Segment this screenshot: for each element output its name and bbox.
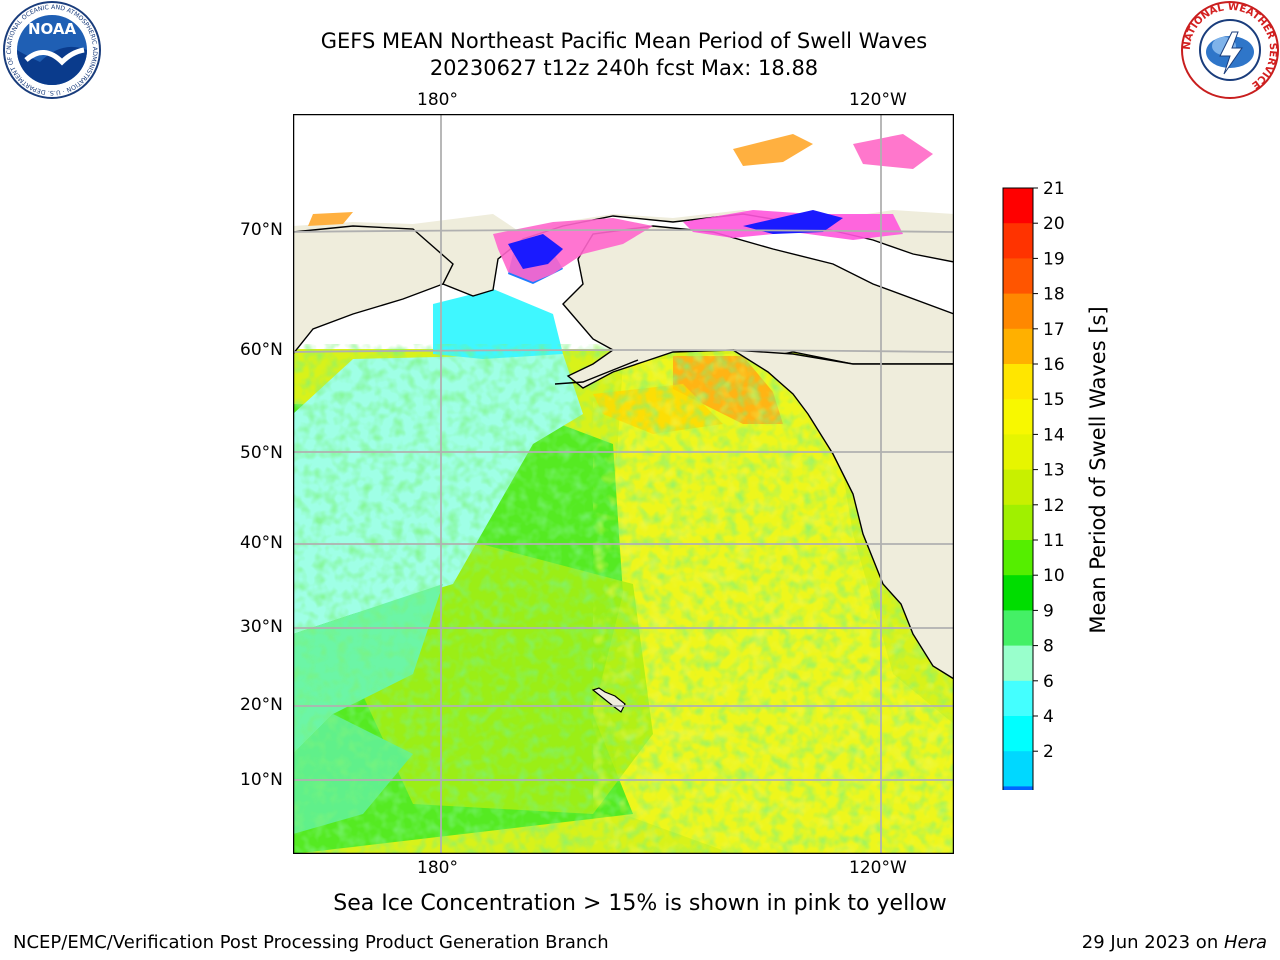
footer-credit: NCEP/EMC/Verification Post Processing Pr… <box>13 932 609 953</box>
colorbar-tick-label: 15 <box>1043 390 1065 410</box>
lat-label-10n: 10°N <box>240 770 283 790</box>
colorbar-segment <box>1003 680 1033 717</box>
colorbar-segment <box>1003 751 1033 787</box>
colorbar-tick-label: 10 <box>1043 566 1065 586</box>
footer-date: 29 Jun 2023 on Hera <box>1082 932 1267 954</box>
colorbar-tick-label: 13 <box>1043 461 1065 481</box>
footer-date-text: 29 Jun 2023 on <box>1081 932 1224 953</box>
colorbar-segment <box>1003 434 1033 471</box>
colorbar-tick-label: 17 <box>1043 320 1065 340</box>
nws-logo: NATIONAL WEATHER SERVICE <box>1181 1 1279 99</box>
lon-label-top-120w: 120°W <box>849 90 907 110</box>
colorbar-segment <box>1003 575 1033 611</box>
lat-label-70n: 70°N <box>240 220 283 240</box>
colorbar-tick-label: 9 <box>1043 601 1054 621</box>
chart-subtitle: 20230627 t12z 240h fcst Max: 18.88 <box>429 56 819 80</box>
colorbar-label: Mean Period of Swell Waves [s] <box>1086 306 1110 634</box>
colorbar-tick-label: 14 <box>1043 425 1065 445</box>
colorbar-tick-label: 12 <box>1043 496 1065 516</box>
colorbar-tick-label: 21 <box>1043 180 1065 199</box>
lon-label-top-180: 180° <box>417 90 458 110</box>
colorbar-segment <box>1003 504 1033 541</box>
colorbar-segment <box>1003 293 1033 330</box>
lat-label-20n: 20°N <box>240 695 283 715</box>
lat-label-30n: 30°N <box>240 617 283 637</box>
colorbar-segment <box>1003 540 1033 576</box>
colorbar: 21 20 19 18 17 16 15 14 13 12 11 10 9 8 6 4 2 <box>1002 180 1065 790</box>
colorbar-segment <box>1003 399 1033 435</box>
colorbar-tick-label: 18 <box>1043 285 1065 305</box>
chart-title: GEFS MEAN Northeast Pacific Mean Period … <box>320 29 928 53</box>
colorbar-tick-label: 4 <box>1043 707 1054 727</box>
colorbar-segment <box>1003 645 1033 682</box>
graticule <box>293 114 954 854</box>
colorbar-segment <box>1003 610 1033 647</box>
colorbar-segment <box>1003 716 1033 752</box>
colorbar-segment <box>1003 364 1033 400</box>
colorbar-tick-label: 6 <box>1043 672 1054 692</box>
colorbar-segment <box>1003 328 1033 365</box>
colorbar-segment <box>1003 223 1033 259</box>
lon-label-bottom-180: 180° <box>417 858 458 878</box>
colorbar-tick-label: 16 <box>1043 355 1065 375</box>
colorbar-tick-label: 2 <box>1043 742 1054 762</box>
lat-label-50n: 50°N <box>240 443 283 463</box>
map-panel <box>293 114 954 854</box>
noaa-logo-text: NOAA <box>28 20 77 38</box>
noaa-logo: NOAA NATIONAL OCEANIC AND ATMOSPHERIC AD… <box>2 0 101 99</box>
colorbar-tick-label: 19 <box>1043 249 1065 269</box>
sea-ice-note: Sea Ice Concentration > 15% is shown in … <box>333 891 947 916</box>
lon-label-bottom-120w: 120°W <box>849 858 907 878</box>
lat-label-40n: 40°N <box>240 533 283 553</box>
colorbar-segment <box>1003 786 1033 790</box>
colorbar-tick-label: 11 <box>1043 531 1065 551</box>
colorbar-segment <box>1003 258 1033 295</box>
colorbar-segment <box>1003 469 1033 506</box>
colorbar-tick-label: 8 <box>1043 637 1054 657</box>
map-svg <box>293 114 954 854</box>
lat-label-60n: 60°N <box>240 340 283 360</box>
colorbar-segment <box>1003 188 1033 224</box>
colorbar-tick-label: 20 <box>1043 214 1065 234</box>
footer-machine: Hera <box>1223 932 1267 953</box>
